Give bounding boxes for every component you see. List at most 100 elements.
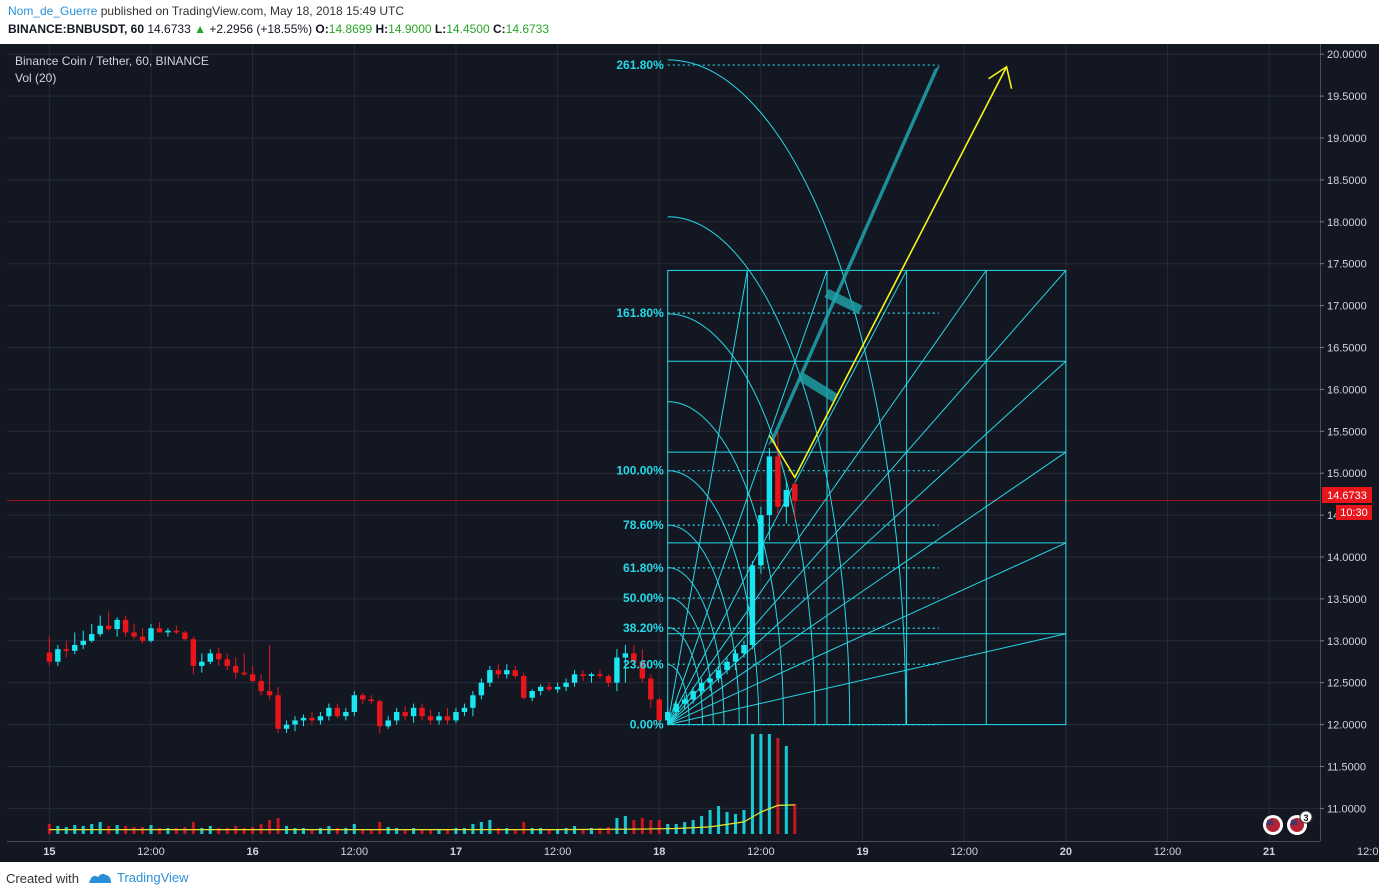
candle-body [275, 695, 281, 729]
low-value: 14.4500 [446, 22, 490, 36]
volume-bar [488, 820, 492, 834]
fib-arc [667, 216, 851, 725]
volume-bar [225, 828, 229, 834]
fib-fan-line [667, 270, 748, 725]
projection-channel [768, 65, 941, 446]
candle-body [317, 716, 324, 721]
volume-bar [403, 829, 407, 834]
fib-labels: 0.00% 23.60% 38.20% 50.00% 61.80% 78.60% 100.0… [616, 58, 664, 732]
volume-bar [606, 827, 610, 834]
price-tick-label: 16.5000 [1327, 342, 1367, 354]
candle-body [504, 670, 510, 675]
time-tick-label: 18 [653, 846, 665, 858]
volume-pane [47, 734, 797, 834]
volume-bar [166, 828, 170, 834]
volume-bar [784, 746, 788, 834]
price-tick-label: 20.0000 [1327, 49, 1367, 61]
candle-body [148, 628, 154, 641]
candle-body [681, 699, 688, 704]
chart-background [0, 44, 1379, 862]
candle-body [724, 661, 730, 671]
volume-bar [318, 828, 322, 834]
price-tick-label: 18.5000 [1327, 175, 1367, 187]
volume-bar [251, 827, 255, 834]
candle-body [495, 670, 502, 675]
volume-bar [733, 814, 738, 834]
volume-bar [462, 828, 466, 834]
candle-body [766, 456, 773, 516]
candle-body [249, 674, 256, 682]
volume-bar [183, 827, 187, 834]
price-tick-label: 17.5000 [1327, 259, 1367, 271]
candle-body [665, 712, 671, 721]
candle-body [639, 661, 646, 679]
volume-bar [717, 806, 721, 834]
candle-body [461, 707, 468, 713]
candle-body [165, 630, 171, 633]
volume-bar [556, 829, 560, 834]
low-label: L: [434, 22, 447, 36]
chart[interactable]: 0.00% 23.60% 38.20% 50.00% 61.80% 78.60% 100.0… [0, 44, 1379, 862]
volume-bar [301, 828, 306, 834]
volume-bar [386, 827, 390, 834]
fib-fan-line [667, 270, 828, 725]
fib-level-label: 0.00% [630, 718, 664, 732]
price-tick-label: 12.5000 [1327, 678, 1367, 690]
candle-body [597, 674, 603, 676]
price-tick-label: 15.5000 [1327, 426, 1367, 438]
volume-bar [700, 816, 704, 834]
volume-bar [589, 828, 594, 834]
volume-bar [564, 828, 568, 834]
author-link[interactable]: Nom_de_Guerre [8, 4, 98, 18]
fib-arc [667, 664, 690, 725]
close-label: C: [492, 22, 506, 36]
candle-body [732, 653, 739, 662]
price-tick-label: 14.0000 [1327, 552, 1367, 564]
fib-arc [667, 59, 907, 725]
fib-arc [667, 524, 740, 725]
volume-bar [505, 828, 509, 834]
published-text: published on TradingView.com, May 18, 20… [100, 4, 405, 18]
symbol-line: BINANCE:BNBUSDT, 60 14.6733 ▲ +2.2956 (+… [8, 22, 549, 36]
time-tick-label: 12:00 [1357, 846, 1379, 858]
candle-body [207, 653, 214, 662]
arrow-head [988, 65, 1013, 89]
price-change: +2.2956 (+18.55%) [209, 22, 313, 36]
fib-arc [667, 313, 816, 725]
volume-bar [725, 812, 729, 834]
volume-bar [132, 827, 136, 834]
candle-body [156, 628, 163, 633]
candle-body [487, 670, 493, 683]
volume-bar [539, 828, 543, 834]
price-axis-bg [1320, 44, 1379, 841]
candle-body [436, 716, 442, 721]
price-tag-value: 14.6733 [1327, 490, 1367, 502]
tradingview-logo-icon[interactable] [88, 870, 112, 884]
volume-bar [776, 738, 780, 834]
volume-bar [98, 822, 102, 834]
volume-bar [793, 804, 797, 834]
time-tick-label: 12:00 [137, 846, 165, 858]
candle-body [783, 489, 790, 507]
price-tick-label: 11.0000 [1327, 803, 1366, 815]
candle-body [707, 678, 713, 683]
high-value: 14.9000 [388, 22, 432, 36]
volume-bar [335, 828, 339, 834]
volume-bar [623, 816, 627, 834]
volume-bar [708, 810, 712, 834]
fib-level-label: 161.80% [616, 306, 664, 320]
tradingview-link[interactable]: TradingView [117, 870, 189, 885]
time-tick-label: 20 [1060, 846, 1072, 858]
fib-level-label: 100.00% [616, 464, 664, 478]
candle-body [114, 619, 120, 630]
flag-badges[interactable]: 3 [1263, 810, 1313, 835]
price-axis[interactable]: 20.0000 19.5000 19.0000 18.5000 18.0000 17.50… [1320, 44, 1379, 841]
volume-bar [640, 818, 644, 834]
time-tick-label: 12:00 [950, 846, 978, 858]
candle-body [546, 686, 552, 690]
candle-body [88, 634, 95, 641]
time-axis[interactable]: 15 12:00 16 12:00 17 12:00 18 12:00 19 12:00 20 12:… [7, 841, 1379, 859]
price-tick-label: 18.0000 [1327, 217, 1367, 229]
close-value: 14.6733 [505, 22, 550, 36]
candle-body [605, 675, 612, 683]
